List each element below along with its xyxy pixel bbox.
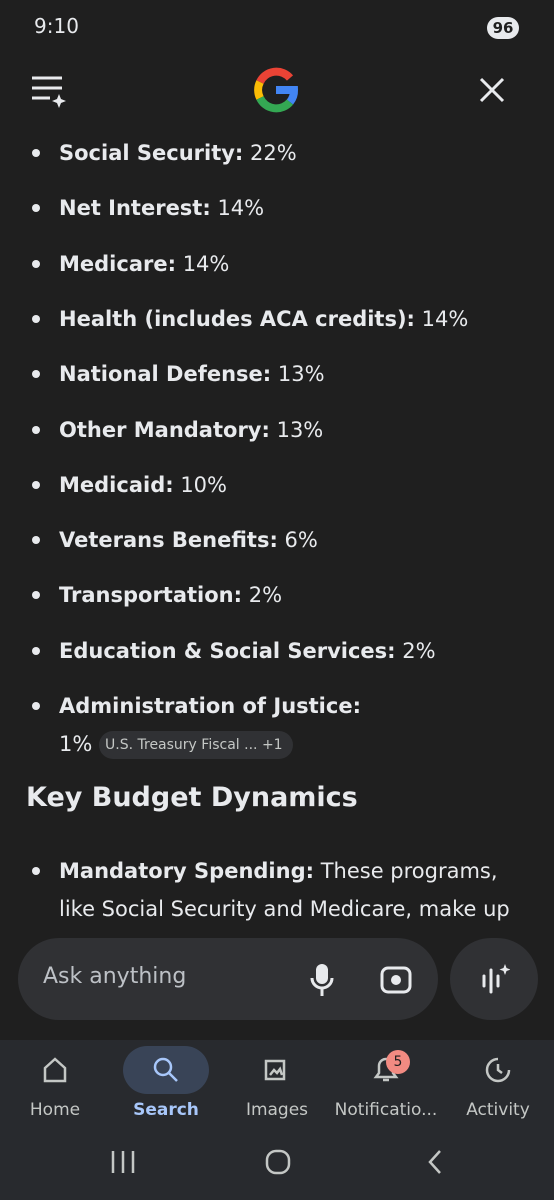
notification-badge: 5 <box>386 1050 410 1074</box>
nav-label[interactable]: Search <box>133 1100 199 1120</box>
status-time: 9:10 <box>34 14 79 38</box>
answer-content: Social Security: 22% Net Interest: 14% Med… <box>0 130 554 930</box>
item-label: National Defense: <box>59 362 272 387</box>
list-item: Medicare: 14% <box>59 245 519 283</box>
item-value: 6% <box>284 528 318 553</box>
item-label: Mandatory Spending: <box>59 859 315 884</box>
item-value: 13% <box>276 417 324 442</box>
bullet <box>32 646 40 655</box>
item-label: Social Security: <box>59 141 244 165</box>
list-item: Veterans Benefits: 6% <box>59 521 519 559</box>
item-text: These programs, like Social Security and… <box>59 859 510 922</box>
item-label: Health (includes ACA credits): <box>59 306 415 331</box>
list-item: Social Security: 22% <box>59 134 519 172</box>
item-label: Administration of Justice: <box>59 694 361 718</box>
bullet <box>32 536 40 545</box>
item-value: 2% <box>402 638 436 663</box>
list-item: National Defense: 13% <box>59 355 519 393</box>
item-value: 22% <box>250 141 297 165</box>
google-logo <box>254 67 298 113</box>
nav-label[interactable]: Activity <box>466 1100 530 1120</box>
item-value: 14% <box>182 251 230 276</box>
item-label: Other Mandatory: <box>59 417 270 442</box>
nav-label[interactable]: Notificatio... <box>334 1100 438 1120</box>
system-nav <box>111 1149 441 1175</box>
item-value: 2% <box>248 583 283 608</box>
nav-label[interactable]: Home <box>29 1100 81 1120</box>
item-label: Net Interest: <box>59 196 211 221</box>
bullet <box>32 480 40 489</box>
lens-icon[interactable] <box>380 964 412 994</box>
item-value: 14% <box>217 196 265 221</box>
nav-icon[interactable] <box>484 1056 512 1084</box>
input-placeholder: Ask anything <box>43 964 187 989</box>
list-item: Mandatory Spending: These programs, like… <box>59 852 519 928</box>
item-label: Veterans Benefits: <box>59 528 278 553</box>
battery: 96 <box>487 17 519 39</box>
bullet <box>32 370 40 379</box>
item-value: 1% <box>59 732 93 756</box>
list-item: Medicaid: 10% <box>59 466 519 504</box>
item-value: 14% <box>421 306 469 331</box>
nav-label[interactable]: Images <box>245 1100 309 1120</box>
nav-icon[interactable] <box>263 1056 291 1084</box>
nav-icon[interactable] <box>41 1056 69 1084</box>
bullet <box>32 204 40 213</box>
item-value: 10% <box>180 472 227 497</box>
nav-active-pill <box>123 1046 209 1094</box>
list-item: Education & Social Services: 2% <box>59 632 519 670</box>
bullet <box>32 591 40 600</box>
voice-mode-button[interactable] <box>450 938 538 1020</box>
bullet <box>32 314 40 323</box>
bullet <box>32 149 40 157</box>
search-input[interactable]: Ask anything <box>18 938 438 1020</box>
section-heading: Key Budget Dynamics <box>26 782 358 814</box>
bullet <box>32 867 40 876</box>
list-item: Health (includes ACA credits): 14% <box>59 300 519 338</box>
bullet <box>32 259 40 268</box>
bullet <box>32 702 40 710</box>
close-button[interactable] <box>478 76 506 104</box>
source-label: U.S. Treasury Fiscal ... <box>105 737 258 753</box>
source-more: +1 <box>261 737 283 753</box>
item-label: Education & Social Services: <box>59 638 396 663</box>
nav-icon[interactable] <box>152 1056 180 1084</box>
bullet <box>32 425 40 434</box>
voice-icon <box>482 964 510 994</box>
item-value: 13% <box>277 362 325 387</box>
list-item: Net Interest: 14% <box>59 189 519 227</box>
list-item: Administration of Justice: 1% U.S. Treas… <box>59 687 369 763</box>
item-label: Medicare: <box>59 251 176 276</box>
mic-icon[interactable] <box>310 962 334 996</box>
source-chip[interactable]: U.S. Treasury Fiscal ... +1 <box>99 731 293 759</box>
item-label: Transportation: <box>59 583 243 608</box>
item-label: Medicaid: <box>59 472 174 497</box>
list-item: Transportation: 2% <box>59 576 519 614</box>
list-item: Other Mandatory: 13% <box>59 411 519 449</box>
menu-icon[interactable] <box>30 74 68 108</box>
